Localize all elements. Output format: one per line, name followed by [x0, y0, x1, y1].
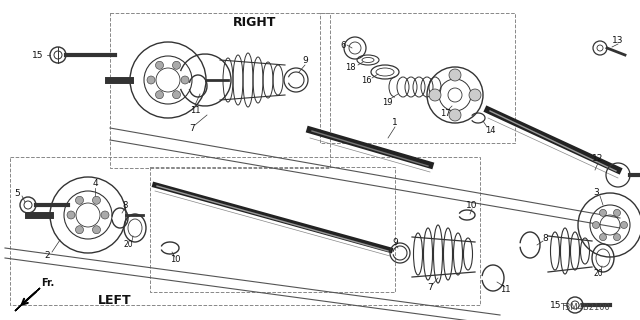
Text: 2: 2: [44, 251, 50, 260]
Text: 7: 7: [427, 284, 433, 292]
Circle shape: [429, 89, 441, 101]
Text: 4: 4: [92, 179, 98, 188]
Circle shape: [600, 209, 607, 216]
Text: 19: 19: [381, 98, 392, 107]
Circle shape: [156, 91, 163, 99]
Circle shape: [449, 69, 461, 81]
Circle shape: [181, 76, 189, 84]
Bar: [110, 13, 330, 168]
Text: 9: 9: [392, 237, 398, 246]
Text: 11: 11: [500, 285, 510, 294]
Circle shape: [449, 109, 461, 121]
Text: LEFT: LEFT: [98, 293, 132, 307]
Circle shape: [621, 221, 627, 228]
Text: T3M4B2100: T3M4B2100: [560, 303, 610, 313]
Circle shape: [76, 196, 83, 204]
Text: 16: 16: [361, 76, 371, 84]
Text: 6: 6: [340, 41, 346, 50]
Text: 9: 9: [302, 55, 308, 65]
Text: 8: 8: [122, 201, 128, 210]
Text: RIGHT: RIGHT: [234, 15, 276, 28]
Text: 12: 12: [592, 154, 604, 163]
Bar: [150, 167, 395, 292]
Circle shape: [147, 76, 155, 84]
Circle shape: [156, 61, 163, 69]
Text: 5: 5: [14, 188, 20, 197]
Text: 20: 20: [123, 239, 133, 249]
Circle shape: [76, 226, 83, 234]
Text: 11: 11: [189, 106, 200, 115]
Polygon shape: [15, 288, 40, 311]
Text: 13: 13: [612, 36, 624, 44]
Text: Fr.: Fr.: [42, 278, 54, 288]
Text: 3: 3: [593, 188, 599, 196]
Text: 1: 1: [392, 117, 398, 126]
Text: 10: 10: [467, 201, 477, 210]
Circle shape: [93, 196, 100, 204]
Text: 14: 14: [484, 125, 495, 134]
Circle shape: [614, 234, 621, 241]
Circle shape: [93, 226, 100, 234]
Text: 15: 15: [550, 300, 562, 309]
Circle shape: [469, 89, 481, 101]
Text: 20: 20: [593, 269, 603, 278]
Circle shape: [593, 221, 600, 228]
Text: 8: 8: [542, 234, 548, 243]
Text: 17: 17: [440, 108, 451, 117]
Circle shape: [173, 91, 180, 99]
Circle shape: [614, 209, 621, 216]
Text: 10: 10: [170, 255, 180, 265]
Bar: [320, 13, 515, 143]
Text: 15: 15: [32, 51, 44, 60]
Circle shape: [101, 211, 109, 219]
Circle shape: [600, 234, 607, 241]
Bar: [10, 157, 480, 305]
Circle shape: [67, 211, 75, 219]
Circle shape: [173, 61, 180, 69]
Text: 18: 18: [345, 62, 355, 71]
Text: 7: 7: [189, 124, 195, 132]
